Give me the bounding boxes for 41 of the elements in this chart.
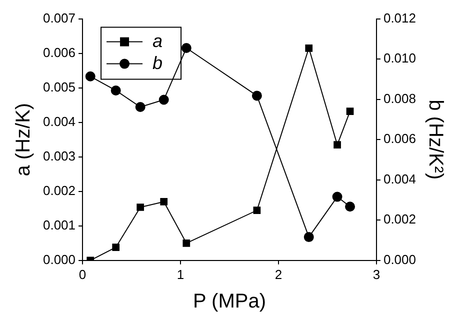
point [110,85,121,96]
y-tick-label: 0.000 [42,252,76,267]
point [85,71,96,82]
y2-tick-label: 0.012 [383,10,416,26]
y-tick-label: 0.004 [42,114,76,129]
x-axis-title: P (MPa) [193,290,266,313]
point [112,244,120,251]
y-axis-title: a (Hz/K) [12,102,35,176]
y2-tick-label: 0.002 [383,212,416,227]
y2-tick-label: 0.004 [383,171,416,186]
point [345,202,356,212]
point [135,102,146,112]
legend-label: b [152,52,163,73]
y2-axis-title: b (Hz/K²) [424,100,446,180]
y-tick-label: 0.006 [42,44,76,60]
x-tick-label: 1 [176,266,184,282]
point [160,198,168,206]
point [346,108,354,115]
y-tick-label: 0.002 [42,182,76,198]
y-tick-label: 0.001 [42,217,76,232]
y2-tick-label: 0.010 [383,50,416,66]
legend-label: a [152,30,163,51]
point [158,94,169,105]
point [304,232,314,242]
point [332,192,342,202]
point [181,42,192,53]
y-tick-label: 0.005 [42,79,76,94]
y2-tick-label: 0.006 [383,131,416,146]
x-tick-label: 2 [274,266,282,282]
y-tick-label: 0.007 [42,10,76,26]
point [252,90,262,101]
x-tick-label: 3 [372,266,380,282]
y2-tick-label: 0.000 [383,252,416,267]
point [182,239,190,247]
x-tick-label: 0 [78,266,86,282]
point [136,204,144,211]
point [305,44,313,52]
point [334,141,341,148]
y-tick-label: 0.003 [42,148,76,164]
y2-tick-label: 0.008 [383,90,416,106]
point [253,206,261,214]
